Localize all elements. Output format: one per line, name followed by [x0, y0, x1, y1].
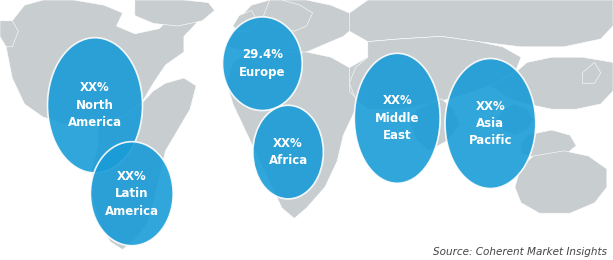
Text: XX%
North
America: XX% North America — [68, 81, 122, 129]
Polygon shape — [227, 52, 362, 218]
Polygon shape — [490, 57, 613, 109]
Ellipse shape — [91, 142, 173, 246]
Polygon shape — [497, 104, 533, 135]
Polygon shape — [233, 10, 257, 31]
Polygon shape — [515, 151, 607, 213]
Polygon shape — [411, 99, 460, 151]
Ellipse shape — [354, 53, 440, 183]
Polygon shape — [521, 130, 576, 159]
Text: XX%
Asia
Pacific: XX% Asia Pacific — [469, 100, 512, 147]
Polygon shape — [582, 62, 601, 83]
Ellipse shape — [48, 38, 142, 173]
Polygon shape — [349, 0, 613, 47]
Ellipse shape — [253, 105, 324, 199]
Polygon shape — [92, 78, 196, 250]
Polygon shape — [135, 0, 215, 26]
Text: 29.4%
Europe: 29.4% Europe — [239, 48, 286, 79]
Text: Source: Coherent Market Insights: Source: Coherent Market Insights — [433, 248, 607, 257]
Text: XX%
Latin
America: XX% Latin America — [105, 170, 159, 218]
Polygon shape — [264, 0, 313, 31]
Polygon shape — [349, 52, 429, 109]
Ellipse shape — [223, 17, 302, 110]
Text: XX%
Africa: XX% Africa — [268, 137, 308, 167]
Polygon shape — [227, 0, 356, 55]
Polygon shape — [0, 21, 18, 47]
Text: XX%
Middle
East: XX% Middle East — [375, 94, 419, 142]
Ellipse shape — [445, 58, 536, 188]
Polygon shape — [349, 36, 521, 109]
Polygon shape — [6, 0, 202, 125]
